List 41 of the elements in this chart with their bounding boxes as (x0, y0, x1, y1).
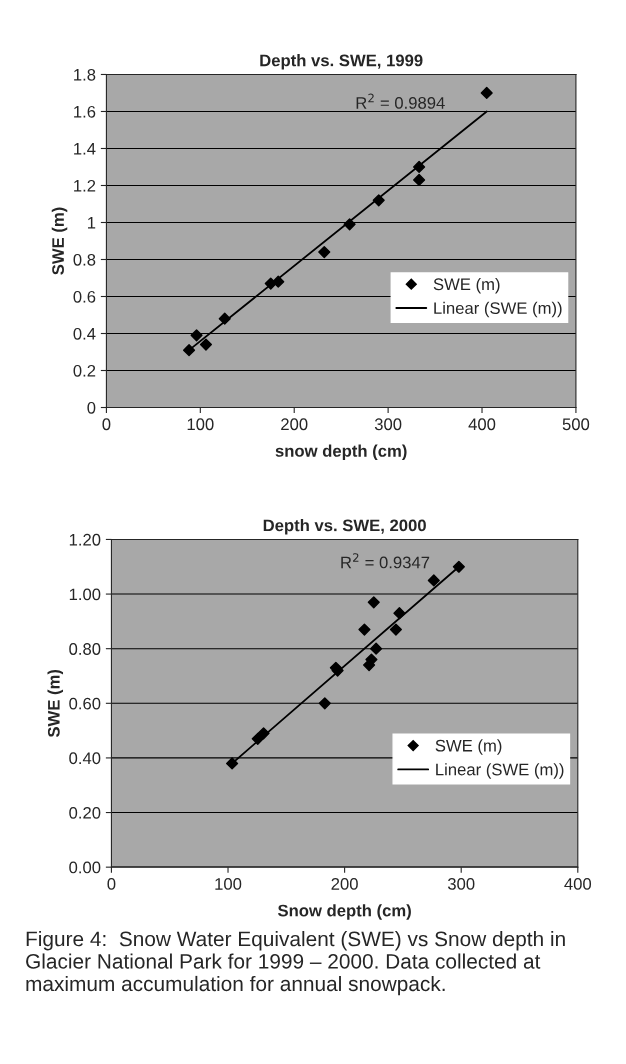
x-tick-label: 200 (281, 418, 308, 431)
y-tick-label: 1.20 (69, 533, 101, 546)
y-tick-label: 0.80 (69, 643, 101, 655)
x-axis-title: snow depth (cm) (275, 444, 407, 461)
x-tick-label: 400 (468, 418, 496, 431)
y-tick-label: 0.20 (69, 806, 101, 819)
chart-title: Depth vs. SWE, 2000 (263, 519, 426, 535)
x-tick-label: 100 (215, 878, 242, 890)
y-axis-title: SWE (m) (47, 669, 64, 738)
y-tick-label: 1.2 (74, 179, 96, 192)
y-tick-label: 0.4 (73, 327, 96, 340)
x-tick-label: 300 (374, 418, 402, 431)
y-tick-label: 1 (88, 217, 96, 229)
legend-label: SWE (m) (435, 739, 502, 755)
x-tick-label: 300 (447, 878, 475, 890)
x-axis-title: Snow depth (cm) (277, 904, 411, 920)
caption: Figure 4: Snow Water Equivalent (SWE) vs Snow depth in Glacier National Park for 1999 – 2000. Data collected at maximum accumulation for annual snowpack. (26, 931, 565, 996)
x-tick-label: 200 (331, 878, 358, 890)
y-tick-label: 1.6 (74, 105, 96, 118)
y-tick-label: 1.8 (74, 68, 96, 81)
y-tick-label: 0.8 (73, 253, 96, 266)
y-tick-label: 1.4 (74, 143, 96, 155)
legend-label: Linear (SWE (m)) (434, 301, 562, 318)
y-tick-label: 0.6 (73, 290, 96, 303)
x-tick-label: 0 (102, 418, 111, 431)
y-tick-label: 0 (87, 401, 96, 414)
y-tick-label: 1.00 (69, 588, 101, 601)
y-axis-title: SWE (m) (51, 207, 68, 275)
annotation: R$^{2}$ = 0.9894 (356, 93, 445, 109)
y-tick-label: 0.60 (69, 697, 101, 710)
x-tick-label: 100 (187, 418, 214, 431)
annotation: R$^{2}$ = 0.9347 (341, 553, 430, 569)
x-tick-label: 500 (562, 418, 590, 431)
y-tick-label: 0.2 (73, 364, 96, 377)
x-tick-label: 400 (564, 878, 592, 890)
y-tick-label: 0.40 (69, 752, 101, 765)
legend-label: Linear (SWE (m)) (436, 763, 564, 779)
y-tick-label: 0.00 (69, 861, 101, 874)
chart-title: Depth vs. SWE, 1999 (260, 54, 423, 70)
legend-label: SWE (m) (433, 277, 500, 294)
x-tick-label: 0 (107, 878, 116, 890)
